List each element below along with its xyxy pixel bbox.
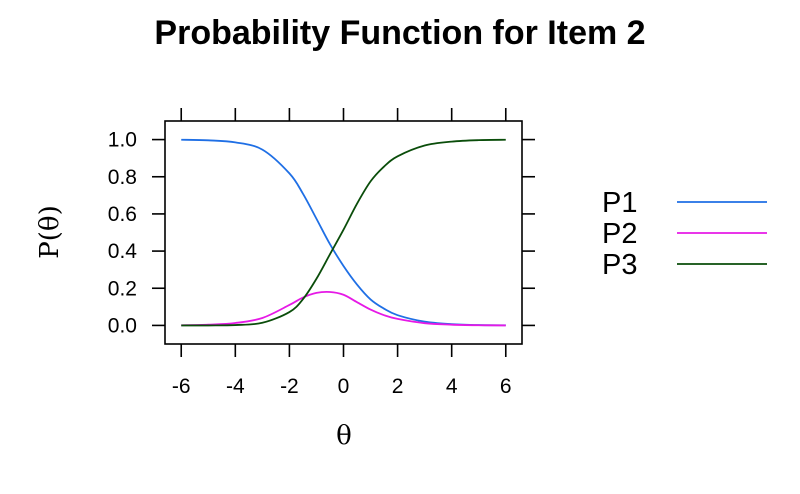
series-lines [181,138,506,327]
y-tick-label: 1.0 [108,129,137,152]
series-line-p2 [181,290,506,327]
x-tick-label: 2 [392,375,404,398]
legend-label-p1: P1 [602,187,637,219]
x-tick-label: -6 [172,375,191,398]
y-axis-label: P(θ) [35,205,65,258]
y-tick-labels: 0.0 0.2 0.4 0.6 0.8 1.0 [108,129,138,338]
legend-label-p2: P2 [602,218,637,250]
x-tick-label: 0 [338,375,350,398]
plot-frame [164,120,523,345]
y-tick-label: 0.2 [108,277,137,300]
x-axis-label: θ [336,421,352,451]
axis-ticks [152,108,535,357]
x-tick-labels: -6 -4 -2 0 2 4 6 [172,375,512,398]
x-tick-label: -2 [280,375,299,398]
series-line-p1 [181,138,506,327]
y-tick-label: 0.6 [108,203,137,226]
x-tick-label: 6 [500,375,512,398]
y-tick-label: 0.8 [108,166,137,189]
x-tick-label: 4 [446,375,458,398]
y-tick-label: 0.0 [108,314,137,337]
y-tick-label: 0.4 [108,240,138,263]
series-line-p3 [181,138,506,327]
x-tick-label: -4 [226,375,245,398]
legend-label-p3: P3 [602,249,637,281]
chart-title: Probability Function for Item 2 [154,14,645,52]
